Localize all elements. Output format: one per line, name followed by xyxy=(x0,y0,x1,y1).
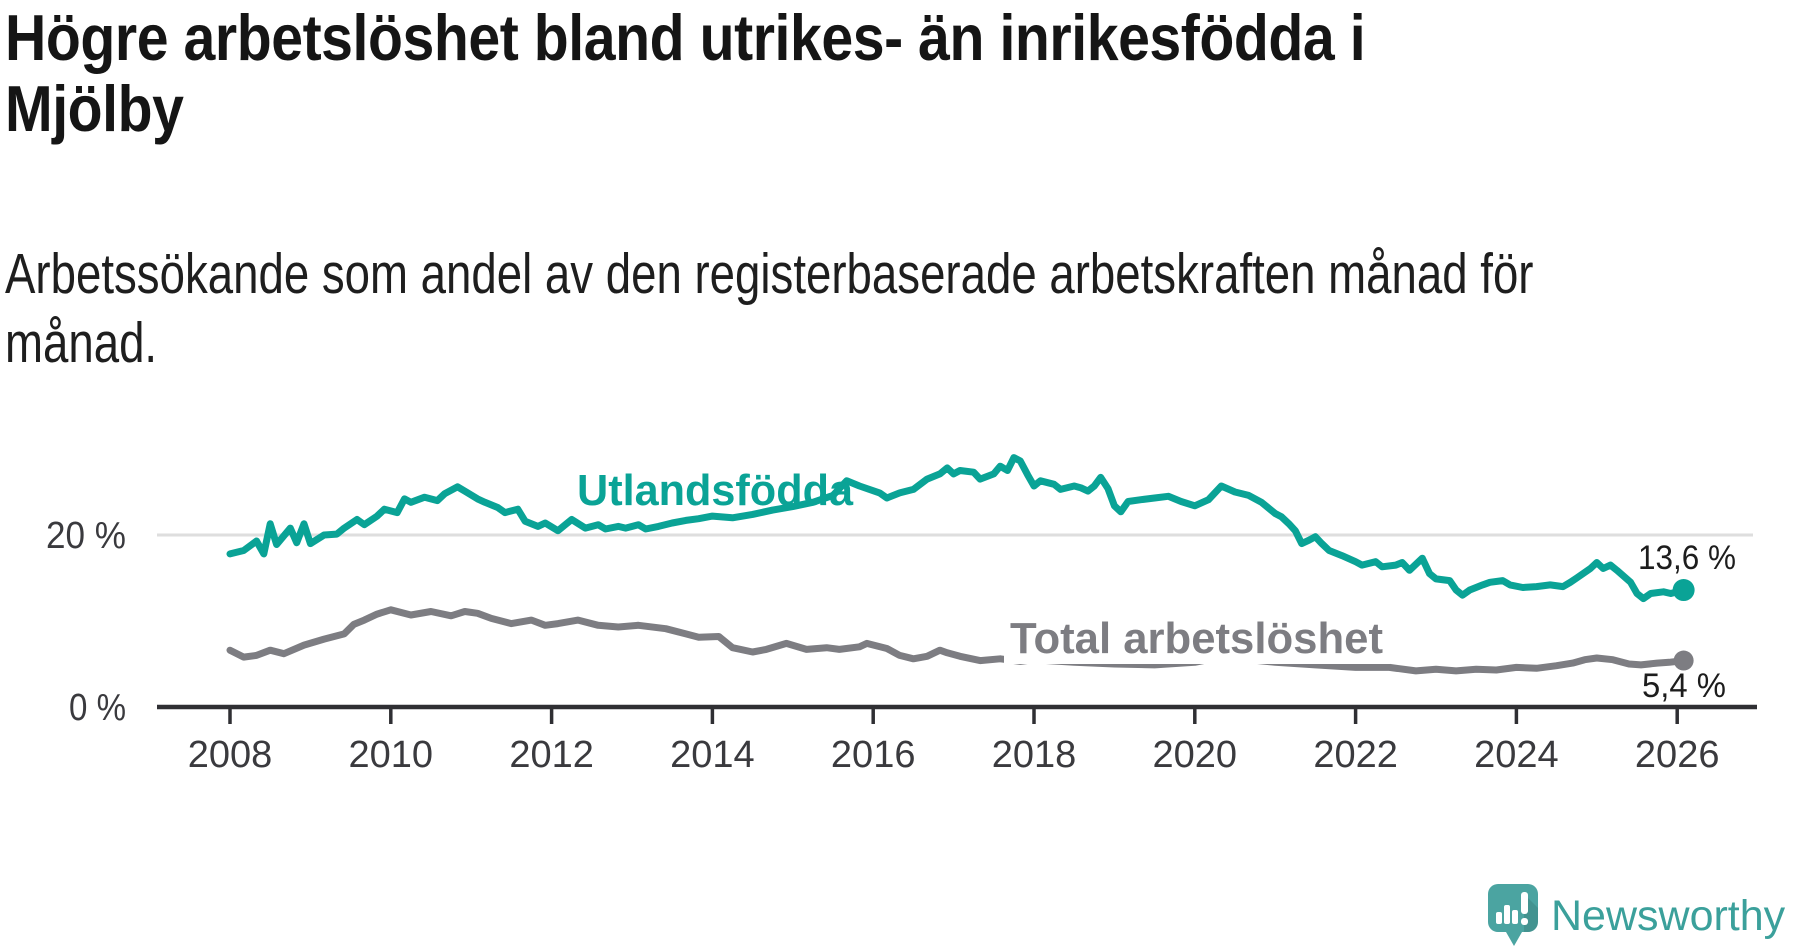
x-tick-label-2012: 2012 xyxy=(509,734,594,776)
end-value-label-utlandsfodda: 13,6 % xyxy=(1638,539,1736,577)
unemployment-line-chart: 2008 2010 2012 2014 2016 2018 2020 2022 2024 2026… xyxy=(46,454,1757,776)
newsworthy-wordmark: Newsworthy xyxy=(1551,891,1786,940)
x-axis: 2008 2010 2012 2014 2016 2018 2020 2022 2024 2026 xyxy=(157,704,1757,776)
series-label-total: Total arbetslöshet xyxy=(1010,614,1383,663)
newsworthy-branding: Newsworthy xyxy=(1488,884,1785,948)
series-line-total xyxy=(226,606,1688,675)
x-tick-label-2016: 2016 xyxy=(831,734,916,776)
series-label-halo xyxy=(1004,620,1390,664)
x-tick-label-2008: 2008 xyxy=(188,734,273,776)
x-tick-label-2026: 2026 xyxy=(1635,734,1720,776)
y-axis-label-0: 0 % xyxy=(69,687,126,729)
series-end-dot-utlandsfodda xyxy=(1672,579,1695,602)
x-tick-label-2024: 2024 xyxy=(1474,734,1559,776)
end-value-label-total: 5,4 % xyxy=(1642,667,1726,705)
chart-subtitle: Arbetssökande som andel av den registerb… xyxy=(5,240,1765,378)
x-tick-label-2022: 2022 xyxy=(1313,734,1398,776)
series-label-utlandsfodda: Utlandsfödda xyxy=(577,466,854,515)
chart-subtitle-line2: månad. xyxy=(5,311,158,375)
page-title-line2: Mjölby xyxy=(5,72,184,145)
y-axis-label-20: 20 % xyxy=(46,515,126,557)
x-tick-label-2010: 2010 xyxy=(349,734,434,776)
page-title: Högre arbetslöshet bland utrikes- än inr… xyxy=(5,2,1800,144)
newsworthy-logo-icon xyxy=(1488,884,1538,946)
x-tick-label-2014: 2014 xyxy=(670,734,755,776)
x-tick-label-2018: 2018 xyxy=(992,734,1077,776)
chart-subtitle-line1: Arbetssökande som andel av den registerb… xyxy=(5,242,1534,306)
page-title-line1: Högre arbetslöshet bland utrikes- än inr… xyxy=(5,1,1366,74)
chart-series xyxy=(226,454,1695,675)
chart-labels: 0 % 20 % Utlandsfödda 13,6 % Total arbetslös… xyxy=(46,466,1736,729)
x-tick-label-2020: 2020 xyxy=(1153,734,1238,776)
series-end-dot-total xyxy=(1673,650,1694,671)
series-line-utlandsfodda xyxy=(226,454,1688,603)
